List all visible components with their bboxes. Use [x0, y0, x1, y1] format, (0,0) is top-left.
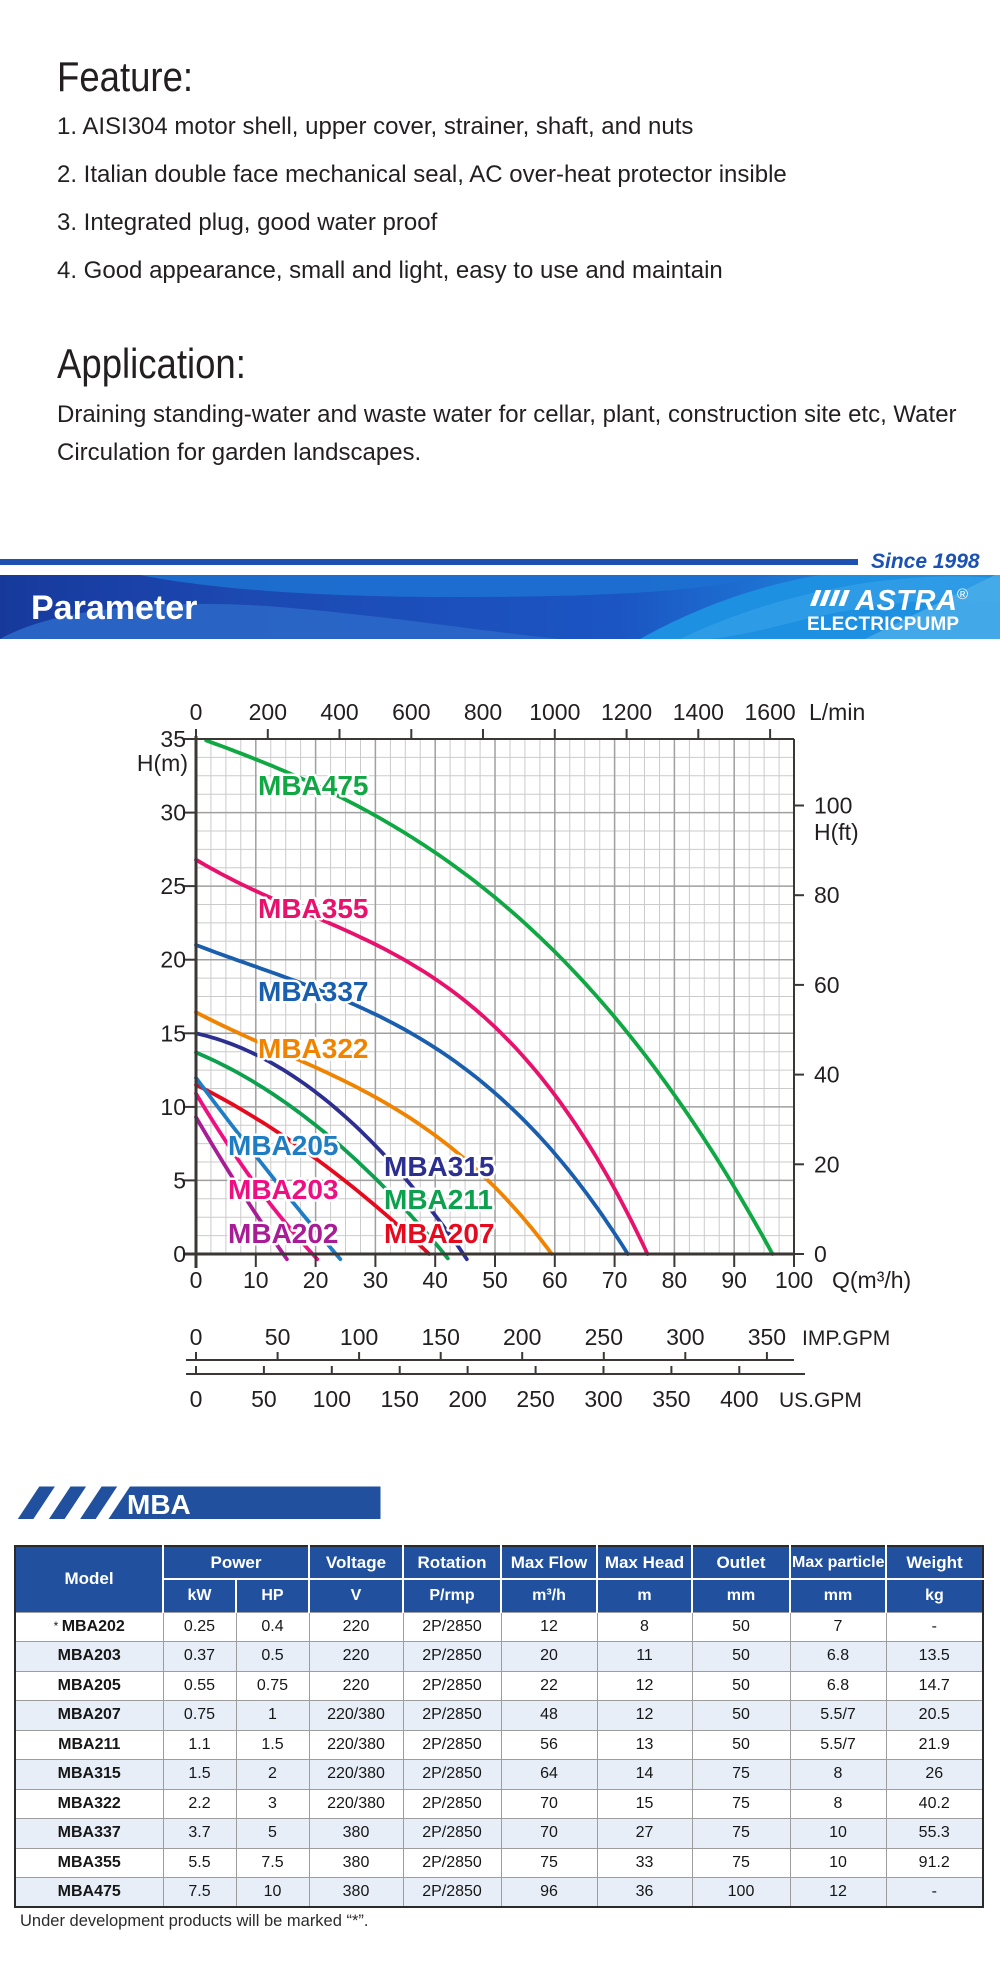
svg-text:350: 350	[652, 1386, 690, 1412]
svg-text:1400: 1400	[673, 699, 724, 725]
svg-text:MBA202: MBA202	[228, 1218, 338, 1249]
svg-text:IMP.GPM: IMP.GPM	[802, 1327, 890, 1350]
svg-text:10: 10	[243, 1267, 269, 1293]
svg-text:0: 0	[190, 699, 203, 725]
svg-text:20: 20	[160, 947, 186, 973]
svg-text:70: 70	[602, 1267, 628, 1293]
svg-text:Q(m³/h): Q(m³/h)	[832, 1267, 911, 1293]
svg-text:10: 10	[160, 1094, 186, 1120]
svg-text:5: 5	[173, 1167, 186, 1193]
svg-text:100: 100	[814, 793, 852, 819]
svg-text:250: 250	[585, 1324, 623, 1350]
svg-text:0: 0	[190, 1386, 203, 1412]
svg-text:H(m): H(m)	[137, 750, 188, 776]
svg-text:20: 20	[303, 1267, 329, 1293]
svg-text:400: 400	[320, 699, 358, 725]
svg-text:50: 50	[482, 1267, 508, 1293]
svg-text:MBA475: MBA475	[258, 770, 368, 801]
svg-text:80: 80	[814, 882, 840, 908]
svg-text:MBA207: MBA207	[384, 1218, 494, 1249]
svg-text:ELECTRICPUMP: ELECTRICPUMP	[807, 614, 959, 635]
svg-text:MBA: MBA	[127, 1489, 191, 1520]
svg-text:MBA315: MBA315	[384, 1151, 494, 1182]
svg-text:100: 100	[313, 1386, 351, 1412]
svg-text:90: 90	[721, 1267, 747, 1293]
svg-text:80: 80	[662, 1267, 688, 1293]
svg-text:350: 350	[748, 1324, 786, 1350]
svg-text:100: 100	[340, 1324, 378, 1350]
svg-text:US.GPM: US.GPM	[779, 1389, 862, 1412]
svg-text:150: 150	[381, 1386, 419, 1412]
svg-text:H(ft): H(ft)	[814, 819, 859, 845]
svg-text:50: 50	[265, 1324, 291, 1350]
svg-text:40: 40	[814, 1062, 840, 1088]
svg-text:MBA203: MBA203	[228, 1174, 338, 1205]
svg-text:600: 600	[392, 699, 430, 725]
svg-text:15: 15	[160, 1020, 186, 1046]
svg-text:60: 60	[814, 972, 840, 998]
svg-text:300: 300	[666, 1324, 704, 1350]
svg-text:0: 0	[190, 1324, 203, 1350]
svg-text:50: 50	[251, 1386, 277, 1412]
svg-text:ASTRA: ASTRA	[854, 585, 957, 617]
svg-text:1000: 1000	[529, 699, 580, 725]
svg-text:20: 20	[814, 1151, 840, 1177]
svg-text:1200: 1200	[601, 699, 652, 725]
svg-text:0: 0	[190, 1267, 203, 1293]
svg-text:MBA322: MBA322	[258, 1033, 368, 1064]
svg-text:40: 40	[422, 1267, 448, 1293]
svg-text:1600: 1600	[745, 699, 796, 725]
svg-text:30: 30	[363, 1267, 389, 1293]
svg-text:35: 35	[160, 726, 186, 752]
svg-text:100: 100	[775, 1267, 813, 1293]
svg-text:0: 0	[814, 1241, 827, 1267]
svg-text:25: 25	[160, 873, 186, 899]
svg-text:150: 150	[422, 1324, 460, 1350]
svg-text:800: 800	[464, 699, 502, 725]
svg-text:L/min: L/min	[809, 699, 865, 725]
svg-text:MBA355: MBA355	[258, 893, 368, 924]
svg-text:0: 0	[173, 1241, 186, 1267]
svg-text:MBA211: MBA211	[384, 1184, 493, 1215]
svg-text:®: ®	[957, 586, 968, 603]
svg-text:30: 30	[160, 800, 186, 826]
svg-text:300: 300	[584, 1386, 622, 1412]
svg-text:200: 200	[448, 1386, 486, 1412]
svg-text:200: 200	[249, 699, 287, 725]
svg-text:MBA337: MBA337	[258, 976, 368, 1007]
svg-text:MBA205: MBA205	[228, 1130, 338, 1161]
svg-text:400: 400	[720, 1386, 758, 1412]
svg-text:200: 200	[503, 1324, 541, 1350]
svg-text:60: 60	[542, 1267, 568, 1293]
svg-text:250: 250	[516, 1386, 554, 1412]
